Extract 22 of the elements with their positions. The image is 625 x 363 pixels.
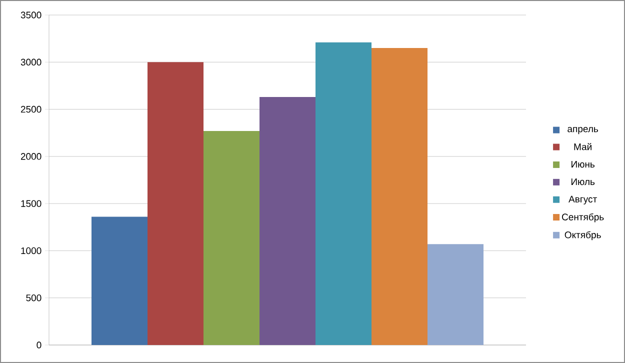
y-tick-label: 500 (26, 294, 42, 302)
y-tick-label: 1500 (21, 200, 42, 207)
y-tick-label: 2000 (20, 153, 42, 160)
bar (148, 62, 204, 345)
legend-label: Июль (571, 178, 595, 186)
legend-label: Октябрь (564, 231, 601, 240)
bar (260, 97, 316, 345)
bar (428, 244, 484, 345)
bar (372, 48, 428, 345)
bar (92, 216, 148, 345)
legend-label: Сентябрь (562, 213, 604, 222)
y-tick-label: 2500 (20, 106, 42, 113)
legend-label: апрель (568, 127, 598, 134)
legend-label: Май (574, 143, 592, 150)
y-tick-label: 1000 (21, 247, 42, 254)
y-tick-label: 3500 (20, 12, 42, 18)
bar (204, 130, 260, 345)
legend-label: Август (568, 196, 597, 204)
y-tick-label: 0 (36, 342, 42, 348)
y-tick-label: 3000 (20, 58, 42, 66)
legend-label: Июнь (572, 160, 595, 168)
bar (316, 42, 372, 345)
